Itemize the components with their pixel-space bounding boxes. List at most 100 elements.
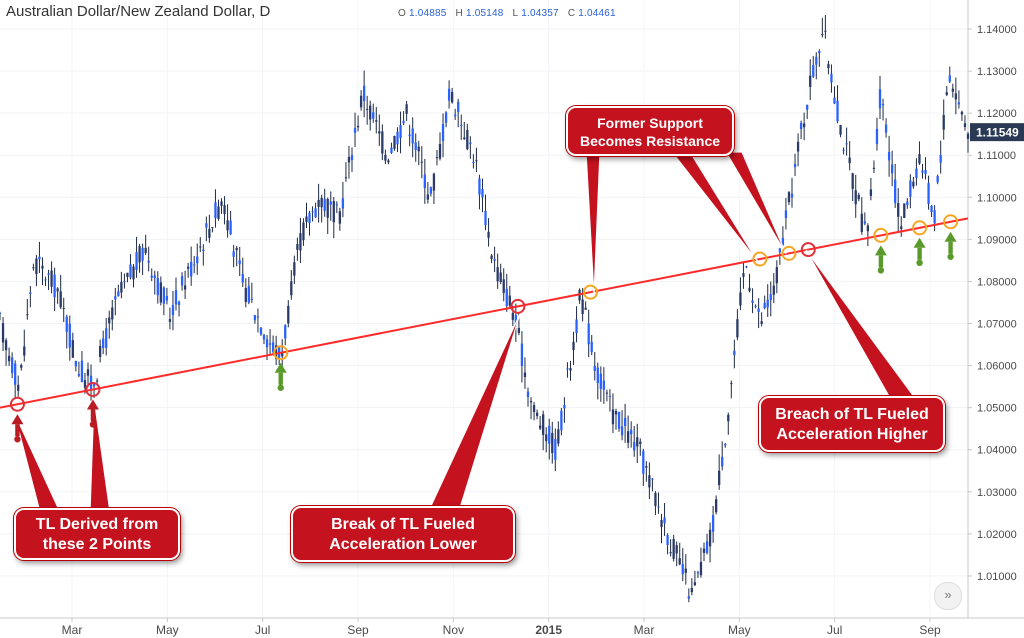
candle-body xyxy=(887,152,891,161)
candle-body xyxy=(177,301,181,306)
candle-body xyxy=(930,205,933,213)
candle-body xyxy=(29,292,32,294)
candle-body xyxy=(47,273,50,275)
candle-body xyxy=(626,431,630,443)
candle-body xyxy=(381,131,384,154)
high-key: H xyxy=(455,8,463,19)
candle-body xyxy=(900,226,903,230)
candle-body xyxy=(447,88,451,101)
ohlc-readout: O 1.04885 H 1.05148 L 1.04357 C 1.04461 xyxy=(398,8,622,19)
candle-body xyxy=(420,161,423,163)
candle-body xyxy=(487,231,490,238)
candle-body xyxy=(211,227,214,229)
callout-line: Acceleration Higher xyxy=(776,426,928,443)
candle-body xyxy=(824,30,827,32)
candle-body xyxy=(359,95,363,108)
candle-body xyxy=(10,357,14,374)
candle-body xyxy=(1,323,5,343)
callout-former-support: Former Support Becomes Resistance xyxy=(566,106,734,156)
candle-body xyxy=(557,429,560,444)
candle-body xyxy=(165,296,169,301)
candle-body xyxy=(38,256,41,260)
up-arrow-head xyxy=(274,362,287,373)
candle-body xyxy=(199,246,202,248)
y-tick-label: 1.06000 xyxy=(977,361,1017,373)
candle-body xyxy=(912,181,915,187)
candle-body xyxy=(799,122,803,130)
candle-body xyxy=(302,222,305,241)
candle-body xyxy=(566,368,569,370)
up-arrow-head xyxy=(944,231,957,242)
candle-body xyxy=(202,249,205,251)
break-point-circle xyxy=(510,298,526,314)
candle-body xyxy=(271,342,275,353)
axes xyxy=(0,0,1024,622)
candle-body xyxy=(314,208,317,218)
candle-body xyxy=(223,205,226,215)
candle-body xyxy=(478,178,481,195)
candle-body xyxy=(812,65,815,77)
candle-body xyxy=(927,183,930,204)
up-arrow-shaft xyxy=(948,241,953,254)
candle-body xyxy=(35,258,38,275)
candle-body xyxy=(183,285,187,290)
candle-body xyxy=(499,272,502,283)
candle-body xyxy=(378,131,381,134)
candle-body xyxy=(523,372,527,378)
candle-body xyxy=(508,295,511,306)
candle-body xyxy=(809,75,812,87)
candle-body xyxy=(966,133,970,139)
candle-body xyxy=(466,129,469,150)
candle-body xyxy=(617,411,621,429)
last-price-label: 1.11549 xyxy=(976,126,1019,140)
candle-body xyxy=(711,515,715,532)
x-tick-label: Sep xyxy=(347,623,369,637)
pointer-former-support xyxy=(585,151,601,297)
candle-body xyxy=(939,154,942,163)
candle-body xyxy=(390,147,393,153)
candle-body xyxy=(766,299,769,308)
candle-body xyxy=(581,299,584,314)
candle-body xyxy=(138,246,141,263)
candle-body xyxy=(208,228,211,238)
candle-body xyxy=(102,338,105,348)
up-arrow-dot xyxy=(877,267,885,274)
candle-body xyxy=(730,383,733,385)
up-arrow-dot xyxy=(947,253,954,260)
candle-body xyxy=(241,273,244,283)
candle-body xyxy=(542,414,545,435)
candle-body xyxy=(827,64,830,69)
candle-body xyxy=(696,572,700,574)
candle-body xyxy=(214,202,217,219)
candles xyxy=(0,15,970,603)
pointer-break-lower xyxy=(429,313,521,509)
candle-body xyxy=(186,266,190,269)
candle-body xyxy=(347,156,351,163)
candle-body xyxy=(80,360,84,382)
candle-body xyxy=(417,146,420,152)
candle-body xyxy=(878,89,882,109)
candle-body xyxy=(684,568,687,573)
candle-body xyxy=(460,124,463,127)
candle-body xyxy=(366,108,369,110)
candle-body xyxy=(903,203,906,218)
candle-body xyxy=(957,102,961,105)
candle-body xyxy=(866,225,870,232)
candle-body xyxy=(529,400,533,403)
candle-body xyxy=(699,561,703,576)
candle-body xyxy=(894,179,897,204)
pointer-tl-derived-1 xyxy=(13,411,61,513)
y-tick-label: 1.10000 xyxy=(977,192,1017,204)
candle-body xyxy=(554,439,557,460)
candle-body xyxy=(833,97,836,104)
candle-body xyxy=(560,410,563,431)
touch-marks xyxy=(9,214,959,443)
candle-body xyxy=(645,466,648,468)
candle-body xyxy=(708,529,712,547)
scroll-to-latest-button[interactable]: » xyxy=(934,582,962,610)
candle-body xyxy=(857,194,860,200)
candle-body xyxy=(775,267,778,284)
low-key: L xyxy=(512,8,519,19)
